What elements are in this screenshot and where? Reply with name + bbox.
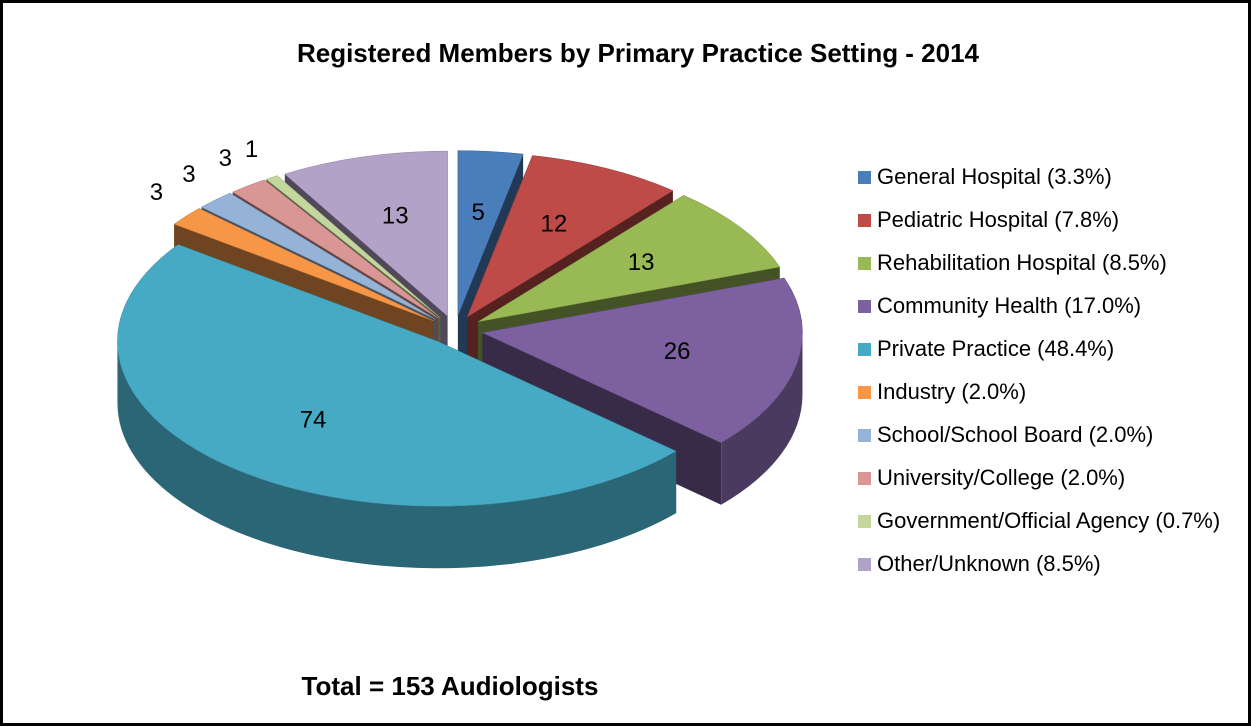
slice-top [466,155,674,318]
slice-top [265,175,441,318]
legend-label: Private Practice (48.4%) [877,336,1115,361]
data-label: 13 [382,203,409,230]
legend-label: Other/Unknown (8.5%) [877,551,1101,576]
data-label: 5 [472,199,485,226]
legend-label: Pediatric Hospital (7.8%) [877,207,1120,232]
legend-swatch [858,257,871,270]
legend-item: General Hospital (3.3%) [858,166,1238,209]
legend-label: Community Health (17.0%) [877,293,1142,318]
data-label: 3 [182,161,195,188]
slice-top [457,150,524,316]
legend: General Hospital (3.3%) Pediatric Hospita… [858,166,1238,596]
data-label: 3 [150,179,163,206]
legend-label: University/College (2.0%) [877,465,1126,490]
legend-swatch [858,386,871,399]
chart-title: Registered Members by Primary Practice S… [297,38,980,68]
legend-item: School/School Board (2.0%) [858,424,1238,467]
legend-item: Pediatric Hospital (7.8%) [858,209,1238,252]
slice-top [284,150,448,317]
legend-item: Government/Official Agency (0.7%) [858,510,1238,553]
legend-item: Industry (2.0%) [858,381,1238,424]
legend-swatch [858,343,871,356]
slice [117,244,677,569]
legend-swatch [858,171,871,184]
legend-swatch [858,558,871,571]
legend-swatch [858,214,871,227]
legend-item: Private Practice (48.4%) [858,338,1238,381]
data-label: 12 [540,210,567,237]
data-label: 13 [628,249,655,276]
legend-swatch [858,300,871,313]
legend-item: Other/Unknown (8.5%) [858,553,1238,596]
slice-top [117,244,677,507]
data-label: 26 [664,338,691,365]
slice-top [173,208,434,322]
legend-label: Industry (2.0%) [877,379,1027,404]
legend-swatch [858,515,871,528]
annotation: Total = 153 Audiologists [302,671,599,701]
slice-top [200,192,436,320]
legend-label: General Hospital (3.3%) [877,164,1112,189]
data-label: 74 [300,406,327,433]
legend-label: Government/Official Agency (0.7%) [877,508,1221,533]
data-label: 3 [219,145,232,172]
legend-label: Rehabilitation Hospital (8.5%) [877,250,1167,275]
legend-item: University/College (2.0%) [858,467,1238,510]
slice-top [232,179,439,319]
slice-wall [721,332,803,505]
legend-swatch [858,429,871,442]
legend-item: Rehabilitation Hospital (8.5%) [858,252,1238,295]
slice-top [477,195,781,323]
legend-item: Community Health (17.0%) [858,295,1238,338]
legend-swatch [858,472,871,485]
slice-wall [117,341,677,569]
data-label: 1 [245,136,258,163]
legend-label: School/School Board (2.0%) [877,422,1154,447]
slice-top [481,277,803,443]
